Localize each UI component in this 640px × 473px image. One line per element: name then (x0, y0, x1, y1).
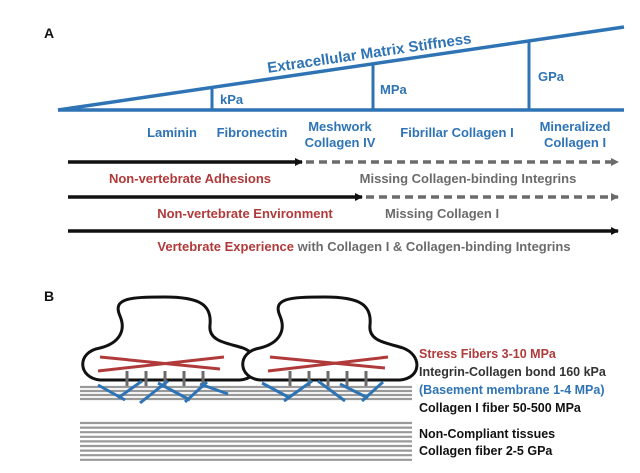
matrix-collagen-iv: Collagen IV (305, 135, 376, 150)
row3-rest: with Collagen I & Collagen-binding Integ… (294, 239, 571, 254)
matrix-mineralized: Mineralized (540, 119, 611, 134)
stress-fiber (269, 355, 386, 370)
row2-left-label: Non-vertebrate Environment (157, 206, 333, 221)
kpa-label: kPa (220, 92, 244, 107)
cell-right-outline (241, 295, 419, 382)
row3-emphasis: Vertebrate Experience (157, 239, 294, 254)
stress-fibers-label: Stress Fibers 3-10 MPa (419, 347, 557, 361)
basement-membrane-right (261, 379, 385, 403)
stress-fiber (97, 355, 225, 373)
row1-right-label: Missing Collagen-binding Integrins (360, 171, 577, 186)
matrix-collagen-i: Collagen I (544, 135, 606, 150)
matrix-laminin: Laminin (147, 125, 197, 140)
matrix-meshwork: Meshwork (308, 119, 372, 134)
row1-left-label: Non-vertebrate Adhesions (109, 171, 271, 186)
matrix-fibronectin: Fibronectin (217, 125, 288, 140)
gpa-label: GPa (538, 69, 565, 84)
panel-b-label: B (44, 288, 54, 304)
row2-right-label: Missing Collagen I (385, 206, 499, 221)
cell-right (241, 295, 419, 403)
collagen-fiber-label: Collagen I fiber 50-500 MPa (419, 401, 582, 415)
non-compliant-label: Non-Compliant tissues (419, 427, 555, 441)
basement-membrane-left (97, 379, 229, 405)
integrin-bond-label: Integrin-Collagen bond 160 kPa (419, 365, 607, 379)
cell-left-outline (81, 295, 259, 382)
basement-membrane-label: (Basement membrane 1-4 MPa) (419, 383, 604, 397)
stress-fiber (267, 355, 389, 373)
cell-left (81, 295, 259, 405)
mpa-label: MPa (380, 82, 408, 97)
stiffness-wedge (57, 25, 625, 112)
panel-a-label: A (44, 25, 54, 41)
collagen-gpa-label: Collagen fiber 2-5 GPa (419, 444, 553, 458)
matrix-fibrillar-collagen: Fibrillar Collagen I (400, 125, 513, 140)
non-compliant-collagen-fibers (80, 421, 412, 461)
row3-label: Vertebrate Experience with Collagen I & … (157, 239, 570, 254)
